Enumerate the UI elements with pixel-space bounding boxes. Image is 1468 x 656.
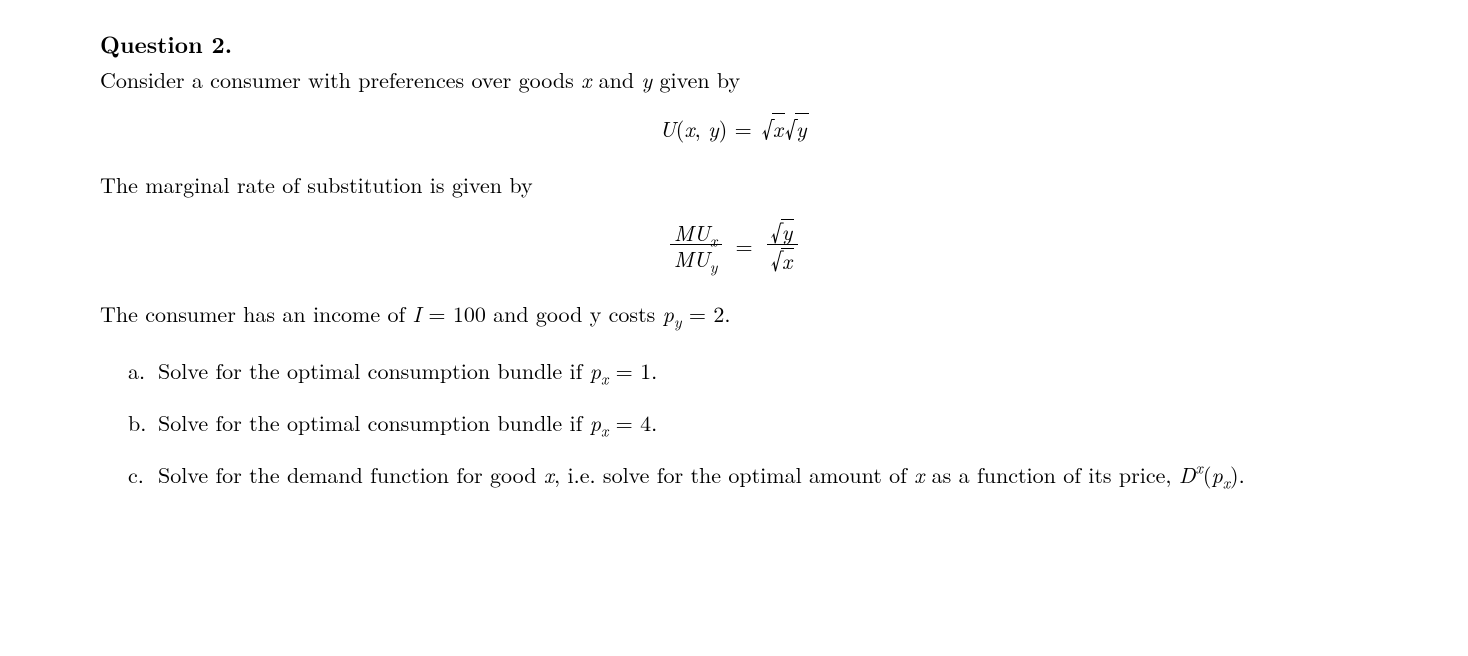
- marker-c: c.: [128, 460, 158, 490]
- part-b: b. Solve for the optimal consumption bun…: [128, 408, 1368, 438]
- sub-y-py: y: [674, 309, 682, 332]
- var-x-c2: x: [914, 459, 924, 490]
- sub-y-den: y: [710, 254, 718, 277]
- sym-p-b: p: [590, 407, 601, 438]
- sym-U: U: [659, 113, 675, 144]
- utility-equation: U(x, y) = √x√y: [100, 113, 1368, 144]
- radicand-y-2: y: [781, 219, 795, 243]
- income-text-1: The consumer has an income of: [100, 298, 413, 329]
- frac-sqrt: √y √x: [767, 218, 799, 272]
- intro-text-1: Consider a consumer with preferences ove…: [100, 64, 581, 95]
- question-heading: Question 2.: [100, 28, 1368, 59]
- utility-lhs: U(x, y) =: [659, 114, 751, 144]
- marker-a: a.: [128, 356, 158, 386]
- sym-D: D: [1179, 459, 1196, 490]
- mu-y: MUy: [670, 244, 722, 270]
- utility-rhs: √x√y: [762, 113, 809, 144]
- body-b: Solve for the optimal consumption bundle…: [158, 408, 1368, 438]
- radicand-x-2: x: [781, 248, 794, 272]
- mu-x: MUx: [670, 221, 722, 244]
- sym-p: p: [663, 298, 674, 329]
- frac-mu: MUx MUy: [670, 221, 722, 270]
- a-text-1: Solve for the optimal consumption bundle…: [158, 355, 590, 386]
- rparen-D: ).: [1230, 459, 1245, 490]
- sym-I: I: [413, 298, 422, 329]
- marker-b: b.: [128, 408, 158, 438]
- body-c: Solve for the demand function for good x…: [158, 460, 1368, 490]
- arg-x: x: [684, 113, 694, 144]
- c-text-2: , i.e. solve for the optimal amount of: [554, 459, 914, 490]
- equals-sign: =: [736, 231, 753, 261]
- sym-p-a: p: [590, 355, 601, 386]
- sub-x-c: x: [1223, 470, 1230, 493]
- sqrt-x-den: √x: [767, 244, 799, 273]
- question-page: Question 2. Consider a consumer with pre…: [0, 0, 1468, 489]
- intro-text-2: and: [591, 64, 641, 95]
- income-paragraph: The consumer has an income of I = 100 an…: [100, 299, 1368, 329]
- sqrt-x: √x: [762, 113, 785, 144]
- radicand-y: y: [795, 113, 809, 144]
- mrs-paragraph: The marginal rate of substitution is giv…: [100, 170, 1368, 200]
- part-a: a. Solve for the optimal consumption bun…: [128, 356, 1368, 386]
- a-text-2: = 1.: [608, 355, 657, 386]
- c-text-1: Solve for the demand function for good: [158, 459, 544, 490]
- rparen-eq: ) =: [719, 113, 752, 144]
- part-c: c. Solve for the demand function for goo…: [128, 460, 1368, 490]
- income-text-2: = 100 and good y costs: [421, 298, 663, 329]
- sqrt-y: √y: [785, 113, 809, 144]
- intro-paragraph: Consider a consumer with preferences ove…: [100, 65, 1368, 95]
- sqrt-y-num: √y: [767, 218, 799, 244]
- b-text-1: Solve for the optimal consumption bundle…: [158, 407, 590, 438]
- body-a: Solve for the optimal consumption bundle…: [158, 356, 1368, 386]
- comma: ,: [695, 113, 708, 144]
- question-parts-list: a. Solve for the optimal consumption bun…: [100, 356, 1368, 489]
- arg-y: y: [708, 113, 719, 144]
- income-text-3: = 2.: [682, 298, 731, 329]
- intro-text-3: given by: [652, 64, 740, 95]
- var-x-c1: x: [544, 459, 554, 490]
- mrs-equation: MUx MUy = √y √x: [100, 218, 1368, 273]
- sym-MU-den: MU: [674, 243, 710, 274]
- var-y: y: [641, 64, 652, 95]
- sup-x-D: x: [1196, 455, 1203, 478]
- var-x: x: [581, 64, 591, 95]
- b-text-2: = 4.: [608, 407, 657, 438]
- c-text-3: as a function of its price,: [924, 459, 1179, 490]
- sym-p-c: p: [1211, 459, 1222, 490]
- radicand-x: x: [772, 113, 785, 144]
